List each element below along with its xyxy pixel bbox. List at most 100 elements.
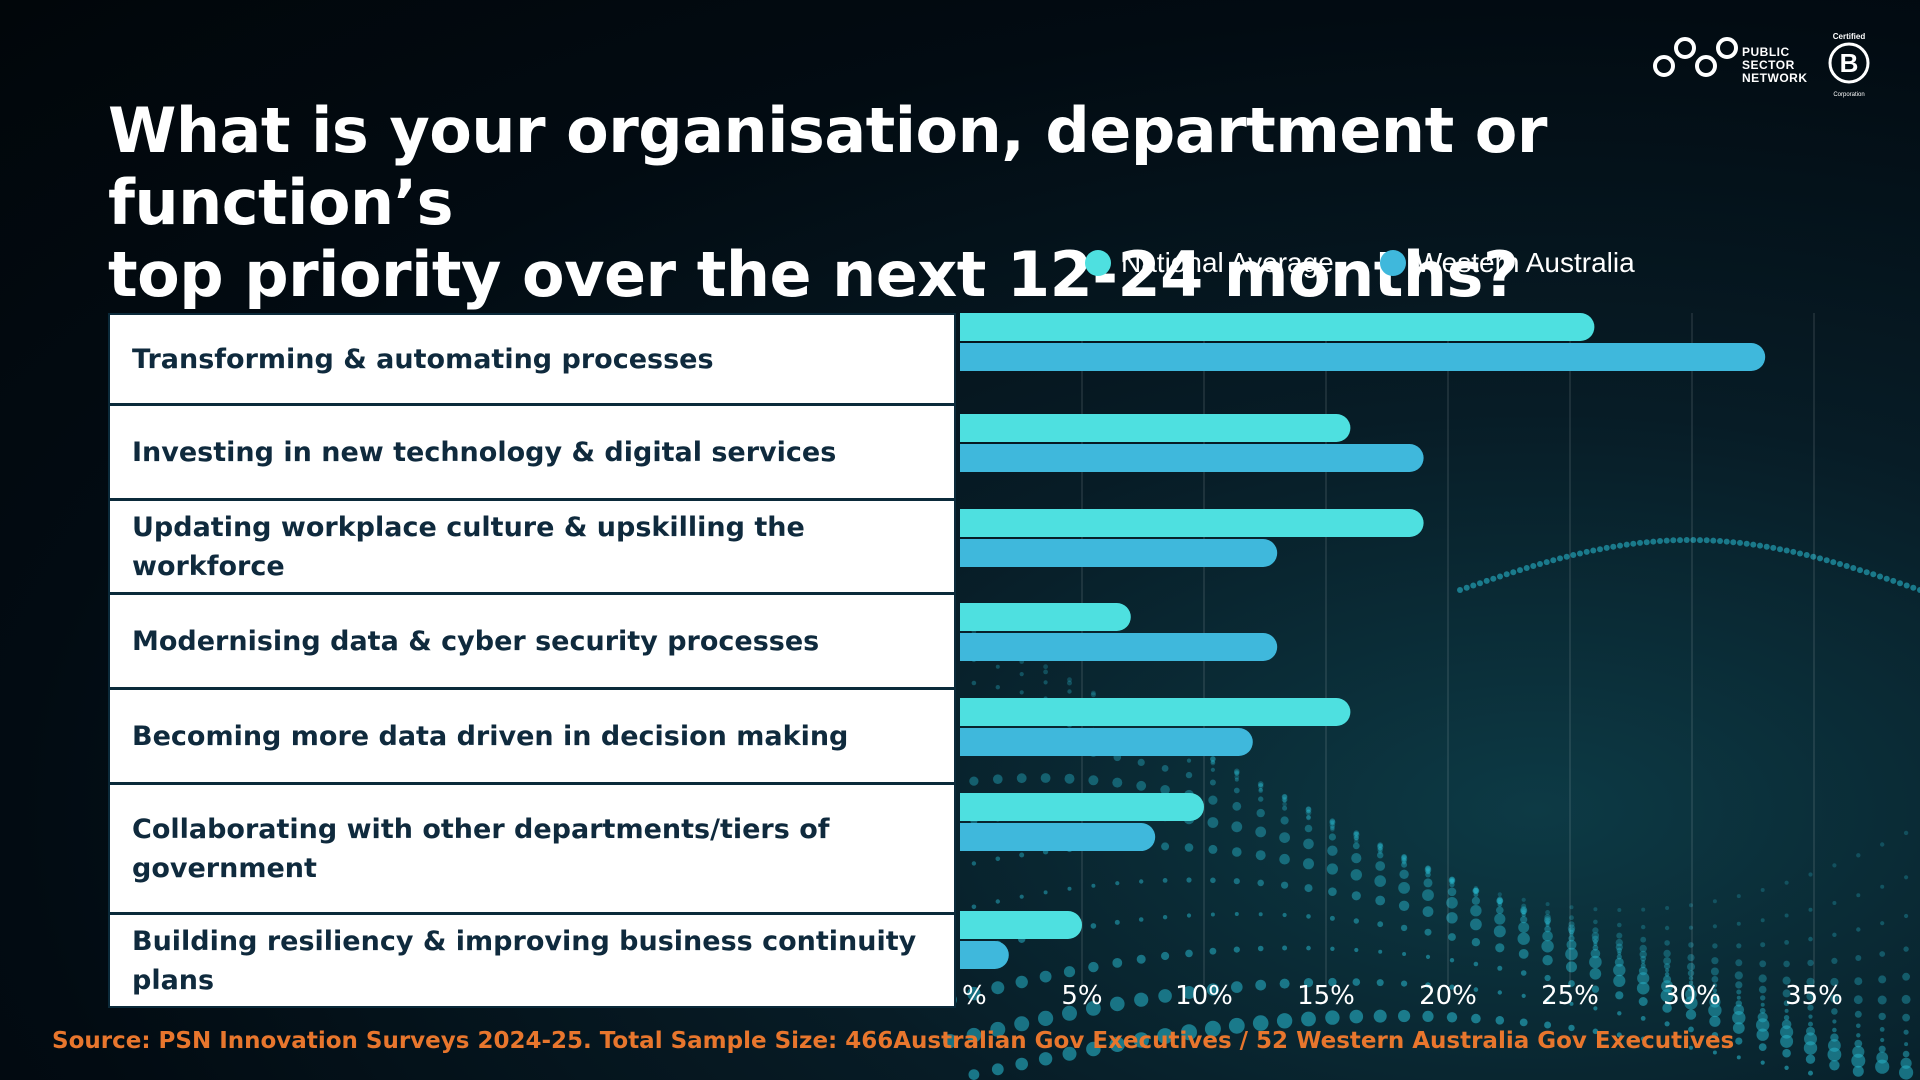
background-particle xyxy=(1880,884,1885,889)
background-particle xyxy=(1330,825,1335,830)
background-particle xyxy=(1856,1033,1861,1038)
background-particle xyxy=(1040,773,1051,783)
bar-western-australia xyxy=(960,539,1278,567)
background-particle xyxy=(1282,805,1288,811)
background-particle xyxy=(1305,809,1312,816)
background-particle xyxy=(1568,980,1575,987)
background-particle xyxy=(1784,1008,1789,1013)
background-particle xyxy=(1109,1036,1125,1052)
background-particle xyxy=(1228,1017,1245,1034)
background-particle xyxy=(1875,1059,1890,1074)
background-particle xyxy=(1161,842,1170,851)
background-particle xyxy=(1210,756,1216,762)
background-particle xyxy=(1688,925,1694,930)
logo-wordmark: PUBLIC SECTOR NETWORK xyxy=(1742,46,1808,85)
background-particle xyxy=(942,1034,958,1049)
background-particle xyxy=(1808,1014,1813,1019)
x-tick-label: 10% xyxy=(1175,981,1233,1011)
background-particle xyxy=(1661,980,1674,993)
background-particle xyxy=(1490,575,1497,582)
background-particle xyxy=(1687,970,1695,977)
background-particle xyxy=(1067,689,1072,694)
background-particle xyxy=(1375,895,1386,906)
background-particle xyxy=(1426,868,1430,872)
background-particle xyxy=(1577,550,1583,557)
background-particle xyxy=(1544,1021,1552,1029)
background-particle xyxy=(1850,565,1857,571)
background-particle xyxy=(1115,881,1120,886)
background-particle xyxy=(1541,940,1554,953)
background-particle xyxy=(1234,912,1239,916)
logo-line-sector: SECTOR xyxy=(1742,58,1795,72)
background-particle xyxy=(1424,866,1432,874)
background-particle xyxy=(1557,555,1563,562)
background-particle xyxy=(1448,933,1456,941)
background-particle xyxy=(1448,876,1456,884)
background-particle xyxy=(1736,894,1741,899)
background-particle xyxy=(1231,821,1243,833)
background-particle xyxy=(1565,947,1578,961)
category-label-box: Investing in new technology & digital se… xyxy=(108,404,956,500)
background-particle xyxy=(1736,943,1742,949)
background-particle xyxy=(1377,843,1384,851)
background-particle xyxy=(1521,910,1526,915)
background-particle xyxy=(1520,907,1528,915)
background-particle xyxy=(1569,932,1574,937)
background-particle xyxy=(1832,1027,1837,1033)
bar-base-square xyxy=(960,911,974,939)
background-particle xyxy=(1234,777,1239,782)
x-tick-label: 35% xyxy=(1785,981,1843,1011)
background-particle xyxy=(1856,927,1861,932)
background-particle xyxy=(1783,547,1790,554)
background-particle xyxy=(1351,853,1362,864)
background-particle xyxy=(1136,954,1146,964)
background-particle xyxy=(1797,550,1803,557)
background-particle xyxy=(1039,970,1052,983)
bar-base-square xyxy=(960,444,974,472)
background-particle xyxy=(1803,552,1810,558)
background-particle xyxy=(1112,777,1123,788)
background-particle xyxy=(1449,876,1455,883)
background-particle xyxy=(1378,850,1383,855)
background-particle xyxy=(1855,955,1862,961)
background-particle xyxy=(1497,573,1503,580)
background-particle xyxy=(1758,985,1767,994)
background-particle xyxy=(1852,1045,1865,1058)
background-particle xyxy=(1583,548,1590,555)
background-particle xyxy=(1843,563,1850,569)
background-particle xyxy=(1610,543,1617,550)
background-particle xyxy=(1817,555,1823,562)
background-particle xyxy=(1808,1021,1813,1027)
background-particle xyxy=(1735,981,1743,989)
background-particle xyxy=(1185,949,1193,958)
background-particle xyxy=(1401,858,1407,864)
background-particle xyxy=(1808,1070,1813,1076)
background-particle xyxy=(1521,993,1526,999)
bar-base-square xyxy=(960,343,974,371)
background-particle xyxy=(1088,775,1099,786)
background-particle xyxy=(1688,942,1694,948)
background-particle xyxy=(1495,1016,1505,1025)
background-particle xyxy=(1330,820,1335,825)
background-particle xyxy=(993,774,1003,784)
background-particle xyxy=(1545,922,1550,927)
background-particle xyxy=(1257,783,1264,789)
background-particle xyxy=(1181,1024,1197,1041)
background-particle xyxy=(1593,942,1598,947)
background-particle xyxy=(1425,871,1431,878)
background-particle xyxy=(1450,878,1454,883)
background-particle xyxy=(1280,816,1289,825)
background-particle xyxy=(1592,944,1599,951)
x-tick-label: 5% xyxy=(1061,981,1102,1011)
background-particle xyxy=(1683,537,1690,543)
background-particle xyxy=(1401,854,1407,860)
background-particle xyxy=(1258,782,1263,788)
bar-base-square xyxy=(960,633,974,661)
background-particle xyxy=(1593,907,1598,912)
background-particle xyxy=(1723,538,1730,545)
background-particle xyxy=(1807,1004,1814,1011)
background-particle xyxy=(1043,890,1048,895)
background-particle xyxy=(1258,796,1264,802)
background-particle xyxy=(1256,808,1265,818)
